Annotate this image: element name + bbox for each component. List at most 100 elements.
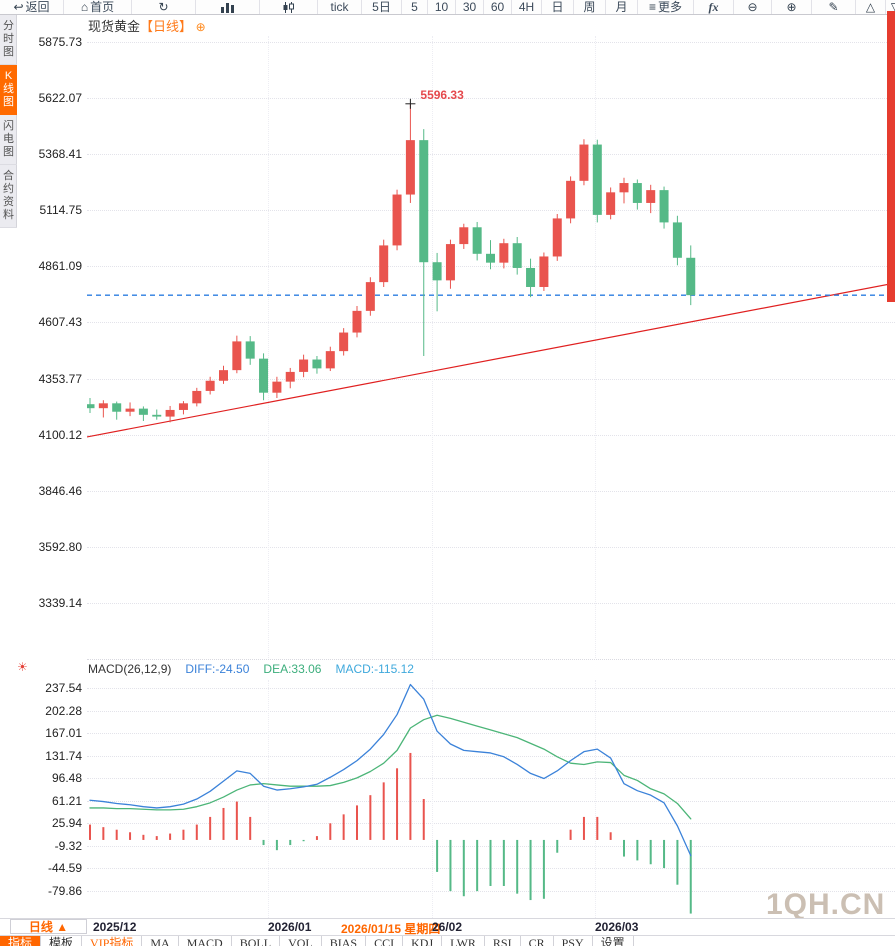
price-axis-label: 4861.09 bbox=[38, 259, 82, 274]
sidebar-tab-4[interactable]: 合约资料 bbox=[0, 165, 17, 228]
price-axis-label: 5875.73 bbox=[38, 35, 82, 49]
price-axis-label: 5114.75 bbox=[39, 203, 83, 218]
toolbar-item-candlestick[interactable] bbox=[260, 0, 318, 14]
chart-title: 现货黄金【日线】 ⊕ bbox=[88, 16, 206, 35]
price-axis-label: 5622.07 bbox=[38, 91, 82, 106]
main-gridline bbox=[87, 42, 895, 43]
date-label-3: 2026/01/15 星期四 bbox=[341, 922, 441, 936]
toolbar-item-zoom-out[interactable]: ⊖ bbox=[734, 0, 772, 14]
toolbar-item-period-day[interactable]: 日 bbox=[542, 0, 574, 14]
indicator-tab-13[interactable]: CR bbox=[521, 936, 554, 946]
macd-gridline bbox=[87, 891, 895, 893]
toolbar-item-period-month[interactable]: 月 bbox=[606, 0, 638, 14]
toolbar-item-label: 5 bbox=[411, 0, 418, 14]
main-gridline bbox=[87, 322, 895, 324]
macd-header: MACD(26,12,9) DIFF:-24.50 DEA:33.06 MACD… bbox=[88, 662, 414, 676]
price-axis-label: 4607.43 bbox=[38, 315, 82, 330]
macd-gridline bbox=[87, 800, 895, 802]
price-axis-label: 4353.77 bbox=[38, 371, 82, 386]
toolbar-item-label: 10 bbox=[434, 0, 449, 14]
indicator-tab-1[interactable]: 指标 bbox=[0, 936, 42, 946]
add-indicator-icon[interactable]: ⊕ bbox=[195, 20, 206, 34]
indicator-tab-11[interactable]: LWR bbox=[442, 936, 485, 946]
sidebar-tab-2[interactable]: K线图 bbox=[0, 65, 17, 115]
menu-icon: ≡ bbox=[648, 0, 656, 14]
toolbar-item-period-4h[interactable]: 4H bbox=[512, 0, 542, 14]
toolbar-item-label: 4H bbox=[518, 0, 535, 14]
toolbar-item-zoom-in[interactable]: ⊕ bbox=[772, 0, 812, 14]
clipped-tool-icon: ▽ bbox=[891, 0, 895, 14]
toolbar-item-tick[interactable]: tick bbox=[318, 0, 362, 14]
toolbar-item-formula[interactable]: fx bbox=[694, 0, 734, 14]
refresh-icon: ↻ bbox=[158, 0, 169, 14]
toolbar-item-bar-chart[interactable] bbox=[196, 0, 260, 14]
bar-chart-icon bbox=[221, 2, 234, 13]
toolbar-item-shape[interactable]: △ bbox=[856, 0, 886, 14]
main-gridline bbox=[87, 98, 895, 100]
sidebar-tab-3[interactable]: 闪电图 bbox=[0, 115, 17, 165]
toolbar-item-more[interactable]: ≡ 更多 bbox=[638, 0, 694, 14]
indicator-tab-9[interactable]: CCI bbox=[366, 936, 404, 946]
triangle-icon: △ bbox=[865, 0, 876, 14]
toolbar-item-label: 周 bbox=[583, 0, 596, 14]
toolbar-item-period-10[interactable]: 10 bbox=[428, 0, 456, 14]
toolbar-item-period-5[interactable]: 5 bbox=[402, 0, 428, 14]
macd-axis-label: 167.01 bbox=[45, 726, 82, 741]
zoom-out-icon: ⊖ bbox=[747, 0, 758, 14]
indicator-tab-12[interactable]: RSI bbox=[485, 936, 521, 946]
macd-title: MACD(26,12,9) bbox=[88, 662, 172, 676]
indicator-tab-8[interactable]: BIAS bbox=[322, 936, 367, 946]
indicator-tab-10[interactable]: KDJ bbox=[403, 936, 443, 946]
toolbar-item-label: 月 bbox=[615, 0, 628, 14]
macd-canvas[interactable] bbox=[87, 678, 895, 918]
price-axis-label: 4100.12 bbox=[38, 427, 82, 442]
macd-gridline bbox=[87, 688, 895, 689]
symbol-name: 现货黄金 bbox=[88, 19, 141, 34]
toolbar-item-clipped[interactable]: ▽ bbox=[886, 0, 895, 14]
month-gridline bbox=[432, 36, 433, 658]
toolbar-item-draw[interactable]: ✎ bbox=[812, 0, 856, 14]
date-label-4: 26/02 bbox=[432, 920, 463, 934]
toolbar-item-refresh[interactable]: ↻ bbox=[132, 0, 196, 14]
period-selector[interactable]: 日线 ▲ bbox=[10, 919, 87, 934]
indicator-tab-2[interactable]: 模板 bbox=[41, 936, 83, 946]
toolbar-item-period-5d[interactable]: 5日 bbox=[362, 0, 402, 14]
macd-axis-label: 96.48 bbox=[51, 771, 82, 786]
macd-axis-label: 202.28 bbox=[45, 703, 82, 718]
scrollbar-strip[interactable] bbox=[887, 11, 895, 302]
macd-gridline bbox=[87, 778, 895, 780]
macd-gridline bbox=[87, 710, 895, 712]
indicator-tab-7[interactable]: VOL bbox=[280, 936, 322, 946]
left-sidebar: 分时图 K线图 闪电图 合约资料 bbox=[0, 15, 17, 228]
macd-gridline bbox=[87, 823, 895, 825]
macd-month-gridline bbox=[432, 680, 433, 918]
toolbar-item-label: 更多 bbox=[658, 0, 683, 14]
main-chart-canvas[interactable] bbox=[87, 30, 895, 658]
toolbar-item-back[interactable]: ↩ 返回 bbox=[0, 0, 64, 14]
pencil-icon: ✎ bbox=[828, 0, 839, 14]
sidebar-tab-1[interactable]: 分时图 bbox=[0, 15, 17, 65]
indicator-tab-4[interactable]: MA bbox=[142, 936, 179, 946]
date-label-5: 2026/03 bbox=[595, 920, 639, 934]
high-price-annotation: 5596.33 bbox=[420, 87, 464, 102]
indicator-tab-3[interactable]: VIP指标 bbox=[82, 936, 143, 946]
price-axis-label: 3592.80 bbox=[38, 539, 82, 554]
macd-axis-label: -44.59 bbox=[47, 861, 82, 876]
indicator-tab-14[interactable]: PSY bbox=[554, 936, 593, 946]
indicator-tab-6[interactable]: BOLL bbox=[232, 936, 281, 946]
macd-axis-label: -9.32 bbox=[54, 838, 82, 853]
toolbar-item-period-30[interactable]: 30 bbox=[456, 0, 484, 14]
sun-icon[interactable]: ☀ bbox=[17, 660, 28, 674]
indicator-tab-5[interactable]: MACD bbox=[179, 936, 232, 946]
watermark: 1QH.CN bbox=[766, 888, 886, 921]
main-gridline bbox=[87, 490, 895, 492]
toolbar-item-label: fx bbox=[708, 0, 719, 14]
month-gridline bbox=[595, 36, 596, 658]
main-gridline bbox=[87, 434, 895, 436]
indicator-tab-15[interactable]: 设置 bbox=[593, 936, 634, 946]
toolbar-item-home[interactable]: ⌂ 首页 bbox=[64, 0, 132, 14]
toolbar-item-period-60[interactable]: 60 bbox=[484, 0, 512, 14]
macd-axis-label: 131.74 bbox=[45, 748, 82, 763]
toolbar-item-period-week[interactable]: 周 bbox=[574, 0, 606, 14]
price-axis-label: 5368.41 bbox=[38, 147, 82, 162]
